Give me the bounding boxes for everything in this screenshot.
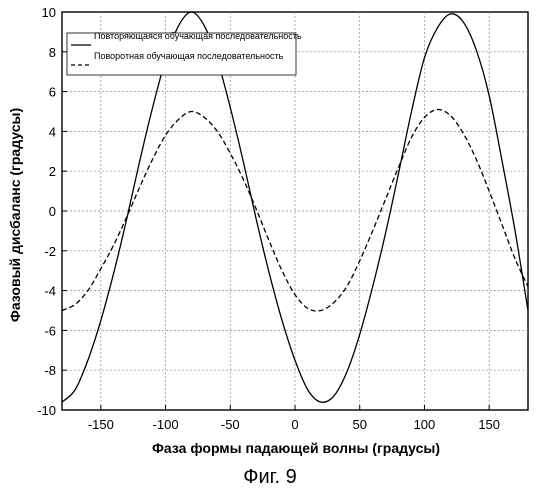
x-tick-label: -150 bbox=[88, 417, 114, 432]
x-tick-label: 150 bbox=[478, 417, 500, 432]
y-tick-label: 2 bbox=[49, 164, 56, 179]
y-tick-label: 8 bbox=[49, 45, 56, 60]
y-tick-label: 10 bbox=[42, 5, 56, 20]
y-tick-label: -4 bbox=[44, 284, 56, 299]
y-tick-label: -6 bbox=[44, 323, 56, 338]
y-tick-label: -8 bbox=[44, 363, 56, 378]
figure-caption: Фиг. 9 bbox=[0, 466, 540, 489]
y-tick-label: -10 bbox=[37, 403, 56, 418]
y-axis-label: Фазовый дисбаланс (градусы) bbox=[7, 108, 23, 322]
x-tick-label: -50 bbox=[221, 417, 240, 432]
y-tick-label: 4 bbox=[49, 124, 56, 139]
y-tick-label: -2 bbox=[44, 244, 56, 259]
x-axis-label: Фаза формы падающей волны (градусы) bbox=[152, 440, 440, 456]
y-tick-label: 6 bbox=[49, 85, 56, 100]
x-tick-label: 0 bbox=[291, 417, 298, 432]
x-tick-label: 100 bbox=[414, 417, 436, 432]
legend-label-rotating: Поворотная обучающая последовательность bbox=[94, 51, 284, 61]
x-tick-label: 50 bbox=[352, 417, 366, 432]
x-tick-label: -100 bbox=[153, 417, 179, 432]
legend: Повторяющаяся обучающая последовательнос… bbox=[67, 31, 302, 75]
legend-label-repeating: Повторяющаяся обучающая последовательнос… bbox=[94, 31, 302, 41]
y-tick-label: 0 bbox=[49, 204, 56, 219]
